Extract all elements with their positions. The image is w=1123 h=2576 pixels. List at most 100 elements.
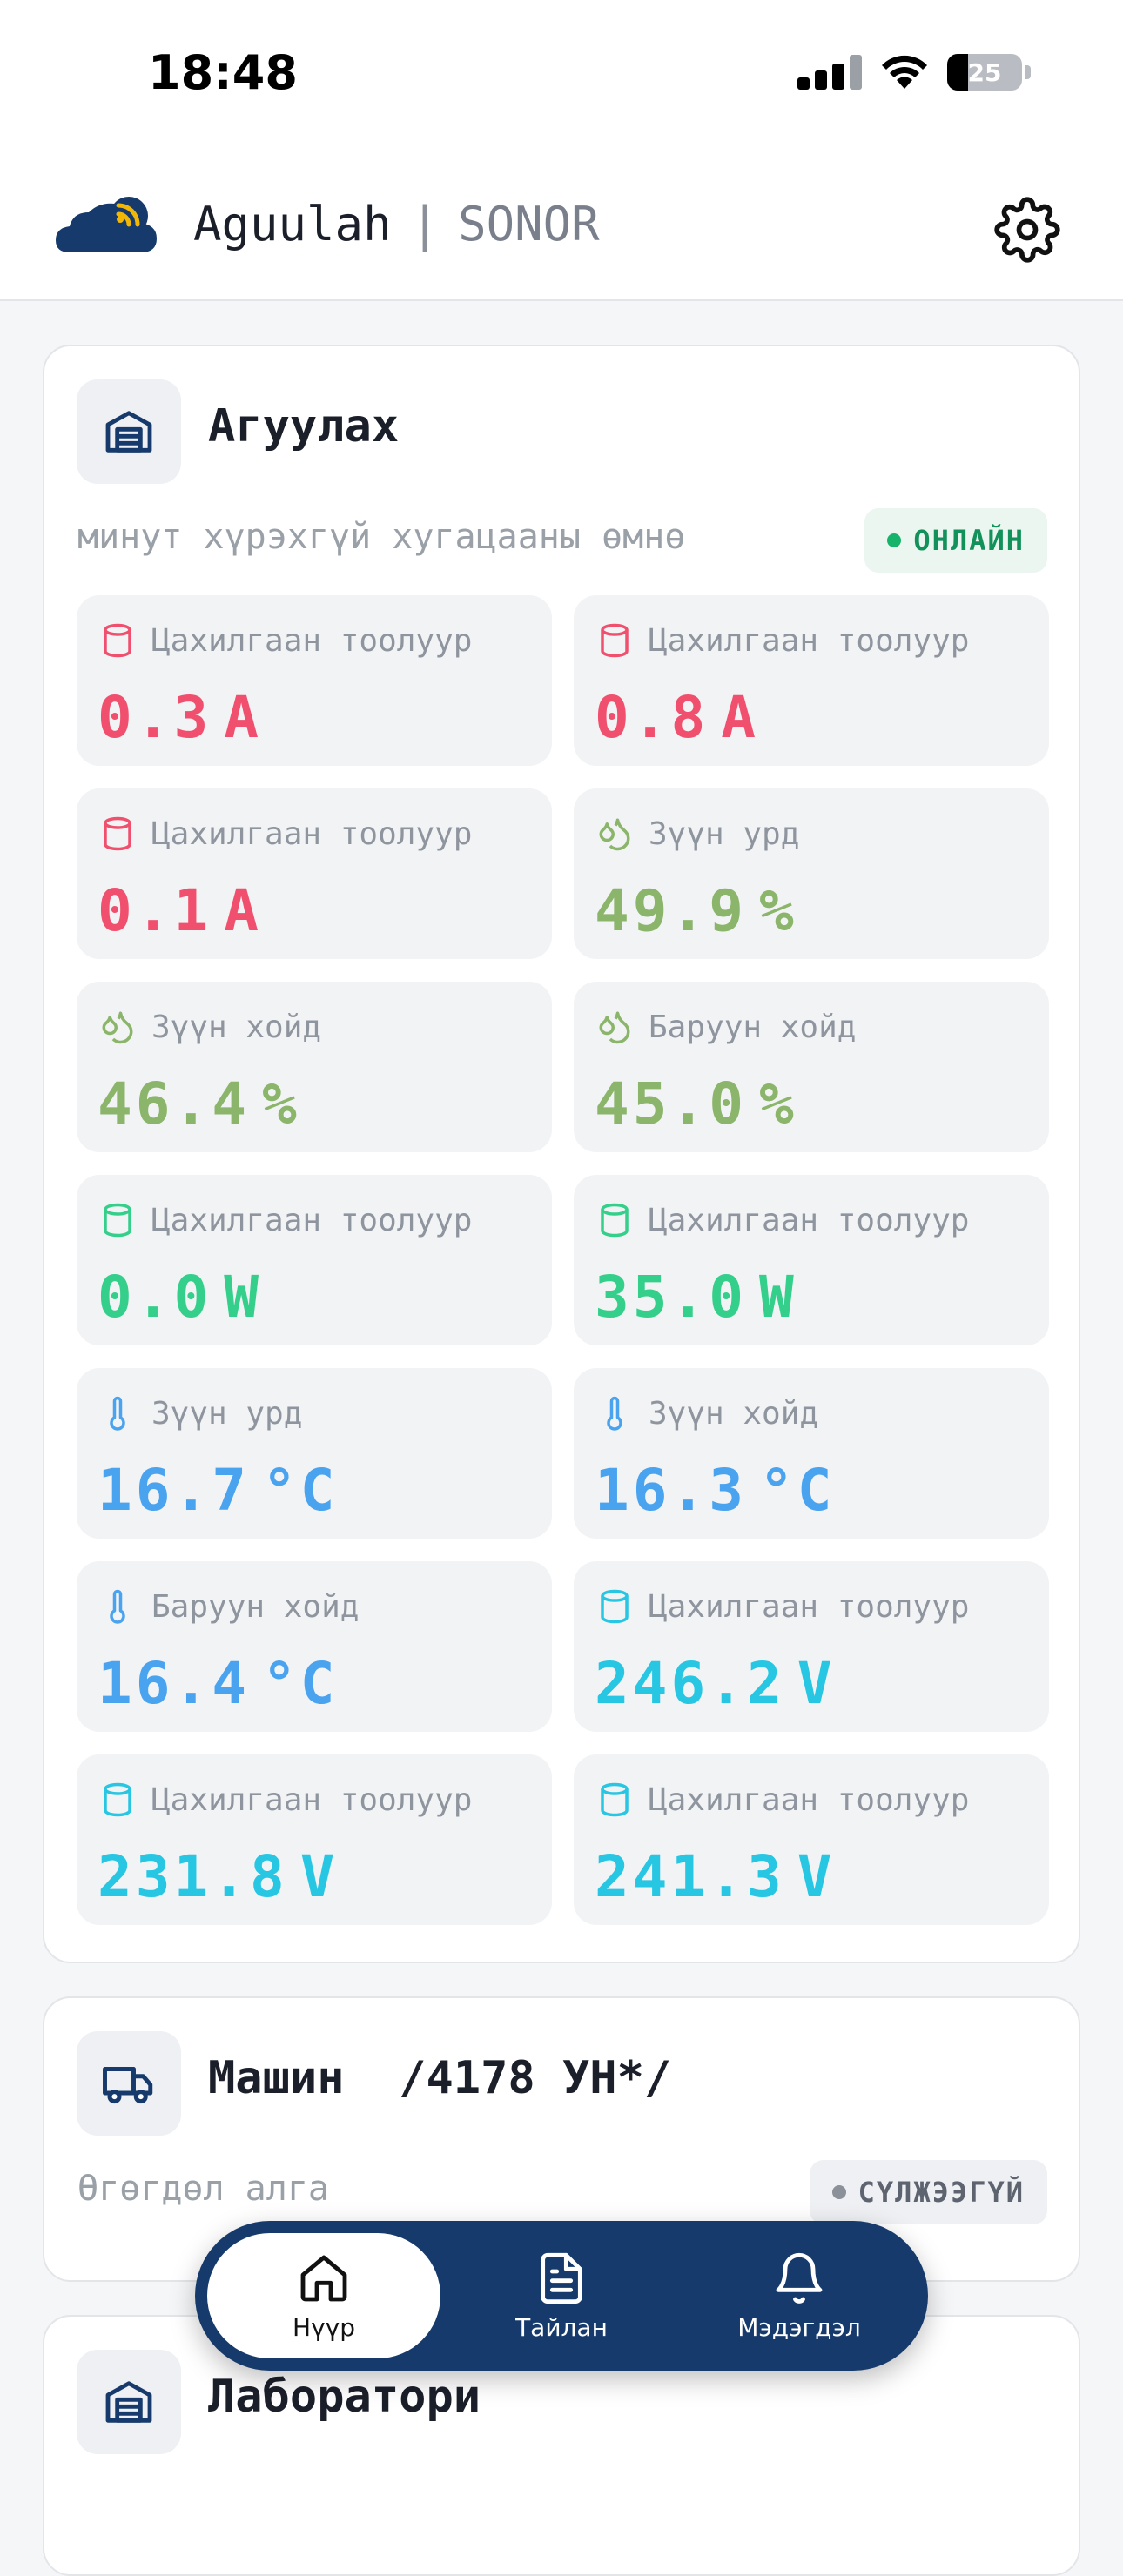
status-dot xyxy=(831,2185,846,2199)
sensor-tile[interactable]: Цахилгаан тоолуур 0.8 A xyxy=(574,595,1049,766)
sensor-tiles-grid: Цахилгаан тоолуур 0.3 A Цахилгаан тоолуур 0.… xyxy=(77,595,1049,1925)
sensor-label: Цахилгаан тоолуур xyxy=(649,1202,970,1238)
sensor-unit: A xyxy=(721,684,759,751)
sensor-reading: 35.0 xyxy=(595,1264,747,1331)
sensor-tile[interactable]: Цахилгаан тоолуур 35.0 W xyxy=(574,1175,1049,1345)
sensor-tile[interactable]: Цахилгаан тоолуур 241.3 V xyxy=(574,1754,1049,1925)
status-dot xyxy=(887,533,902,547)
sensor-unit: V xyxy=(797,1843,836,1910)
humidity-icon xyxy=(99,1008,136,1046)
sensor-reading: 46.4 xyxy=(98,1070,250,1137)
sensor-tile-header: Зүүн урд xyxy=(596,815,799,853)
sensor-tile-header: Цахилгаан тоолуур xyxy=(596,1587,969,1626)
card-title: Лаборатори xyxy=(208,2371,481,2423)
sensor-reading: 0.3 xyxy=(98,684,212,751)
warehouse-icon xyxy=(77,379,181,484)
sensor-reading: 16.4 xyxy=(98,1650,250,1717)
sensor-tile[interactable]: Цахилгаан тоолуур 246.2 V xyxy=(574,1561,1049,1732)
sensor-label: Цахилгаан тоолуур xyxy=(649,622,970,659)
sensor-reading: 49.9 xyxy=(595,877,747,944)
sensor-value: 0.3 A xyxy=(98,684,262,751)
bottom-nav: Нүүр Тайлан Мэдэгдэл xyxy=(195,2221,928,2371)
sensor-reading: 0.8 xyxy=(595,684,709,751)
status-badge-label: СҮЛЖЭЭГҮЙ xyxy=(857,2176,1025,2209)
cellular-signal-icon xyxy=(797,55,862,90)
settings-gear-icon[interactable] xyxy=(994,197,1060,263)
warehouse-icon xyxy=(77,2350,181,2454)
sensor-value: 16.7 °C xyxy=(98,1457,338,1524)
sensor-unit: % xyxy=(758,877,797,944)
thermometer-icon xyxy=(99,1394,136,1432)
sensor-tile-header: Цахилгаан тоолуур xyxy=(596,1781,969,1819)
truck-icon xyxy=(77,2031,181,2136)
sensor-value: 0.8 A xyxy=(595,684,759,751)
sensor-tile-header: Цахилгаан тоолуур xyxy=(99,1781,472,1819)
battery-icon: 25 xyxy=(947,54,1031,91)
sensor-label: Цахилгаан тоолуур xyxy=(649,1781,970,1818)
sensor-tile[interactable]: Баруун хойд 45.0% xyxy=(574,982,1049,1152)
sensor-value: 45.0% xyxy=(595,1070,797,1137)
sensor-unit: A xyxy=(224,684,262,751)
thermometer-icon xyxy=(596,1394,633,1432)
humidity-icon xyxy=(596,1008,633,1046)
sensor-label: Баруун хойд xyxy=(649,1009,857,1045)
sensor-unit: °C xyxy=(261,1650,339,1717)
sensor-tile-header: Цахилгаан тоолуур xyxy=(596,1201,969,1239)
sensor-reading: 246.2 xyxy=(595,1650,785,1717)
sensor-unit: W xyxy=(758,1264,797,1331)
bell-icon xyxy=(776,2252,823,2304)
sensor-tile-header: Цахилгаан тоолуур xyxy=(99,621,472,660)
status-bar: 18:48 25 xyxy=(0,0,1123,148)
report-icon xyxy=(541,2252,582,2304)
nav-report[interactable]: Тайлан xyxy=(445,2233,678,2358)
sensor-tile[interactable]: Зүүн хойд 16.3 °C xyxy=(574,1368,1049,1539)
nav-home[interactable]: Нүүр xyxy=(207,2233,440,2358)
sensor-value: 49.9% xyxy=(595,877,797,944)
status-icons: 25 xyxy=(797,54,1031,91)
wifi-icon xyxy=(882,55,927,89)
sensor-tile[interactable]: Цахилгаан тоолуур 0.0 W xyxy=(77,1175,552,1345)
sensor-value: 16.4 °C xyxy=(98,1650,338,1717)
sensor-unit: °C xyxy=(758,1457,836,1524)
sensor-label: Баруун хойд xyxy=(151,1588,360,1625)
sensor-tile[interactable]: Цахилгаан тоолуур 0.1 A xyxy=(77,788,552,959)
device-card-warehouse[interactable]: Агуулах минут хүрэхгүй хугацааны өмнө ОН… xyxy=(43,345,1080,1963)
sensor-tile-header: Баруун хойд xyxy=(99,1587,359,1626)
sensor-reading: 45.0 xyxy=(595,1070,747,1137)
sensor-unit: % xyxy=(261,1070,300,1137)
sensor-tile[interactable]: Зүүн хойд 46.4% xyxy=(77,982,552,1152)
sensor-unit: °C xyxy=(261,1457,339,1524)
sensor-tile[interactable]: Зүүн урд 49.9% xyxy=(574,788,1049,959)
sensor-value: 0.1 A xyxy=(98,877,262,944)
nav-notifications[interactable]: Мэдэгдэл xyxy=(683,2233,916,2358)
brand-title: Aguulah | SONOR xyxy=(193,197,600,252)
meter-icon xyxy=(99,815,136,853)
humidity-icon xyxy=(596,815,633,853)
sensor-reading: 0.0 xyxy=(98,1264,212,1331)
sensor-tile[interactable]: Зүүн урд 16.7 °C xyxy=(77,1368,552,1539)
sensor-label: Цахилгаан тоолуур xyxy=(151,815,473,852)
sensor-label: Зүүн урд xyxy=(151,1395,303,1432)
sensor-tile[interactable]: Цахилгаан тоолуур 0.3 A xyxy=(77,595,552,766)
sensor-value: 241.3 V xyxy=(595,1843,835,1910)
sensor-unit: W xyxy=(224,1264,262,1331)
brand-primary: Aguulah xyxy=(193,197,392,252)
sensor-tile-header: Цахилгаан тоолуур xyxy=(99,815,472,853)
cloud-wifi-logo xyxy=(56,197,157,252)
sensor-tile[interactable]: Цахилгаан тоолуур 231.8 V xyxy=(77,1754,552,1925)
sensor-tile[interactable]: Баруун хойд 16.4 °C xyxy=(77,1561,552,1732)
meter-icon xyxy=(99,1201,136,1239)
meter-icon xyxy=(596,1201,633,1239)
sensor-value: 0.0 W xyxy=(98,1264,262,1331)
thermometer-icon xyxy=(99,1587,136,1626)
meter-icon xyxy=(99,1781,136,1819)
meter-icon xyxy=(596,1781,633,1819)
sensor-value: 231.8 V xyxy=(98,1843,338,1910)
sensor-label: Цахилгаан тоолуур xyxy=(151,1202,473,1238)
sensor-value: 35.0 W xyxy=(595,1264,797,1331)
battery-level: 25 xyxy=(967,57,1002,87)
sensor-value: 16.3 °C xyxy=(595,1457,835,1524)
status-time: 18:48 xyxy=(148,45,298,100)
home-icon xyxy=(300,2255,347,2301)
sensor-reading: 241.3 xyxy=(595,1843,785,1910)
